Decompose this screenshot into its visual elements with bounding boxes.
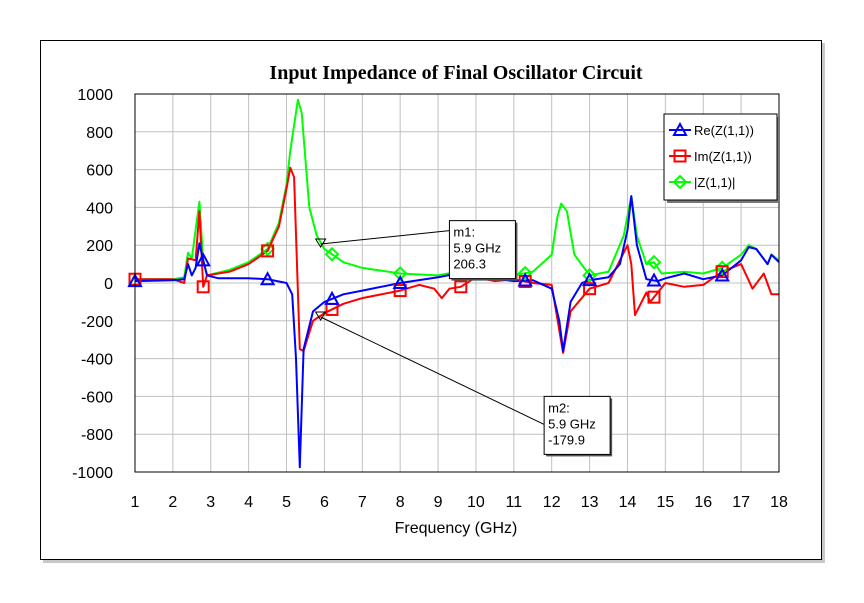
x-tick-label: 8 — [396, 494, 405, 511]
legend-marker — [672, 121, 688, 136]
marker-point — [314, 311, 327, 321]
legend-marker — [673, 149, 687, 163]
series-marker — [454, 280, 468, 294]
series-marker — [392, 266, 408, 281]
series-marker — [646, 254, 662, 270]
marker-text: m1: — [453, 225, 475, 240]
x-tick-label: 15 — [656, 494, 674, 511]
series-marker — [260, 241, 276, 257]
y-tick-label: -400 — [81, 352, 113, 369]
series-marker — [581, 272, 598, 287]
leader-line — [320, 316, 545, 425]
x-tick-label: 9 — [434, 494, 443, 511]
axis-tick-labels: 1 2 3 4 5 6 7 8 9 10 11 12 13 14 15 16 17 181000800600400… — [72, 87, 788, 511]
x-tick-label: 3 — [206, 494, 215, 511]
x-tick-label: 7 — [358, 494, 367, 511]
series-marker — [324, 246, 340, 262]
series-marker — [583, 282, 597, 296]
m2-annotation: m2:5.9 GHz-179.9 — [314, 311, 613, 457]
y-tick-label: -800 — [81, 427, 113, 444]
y-tick-label: 1000 — [77, 87, 113, 104]
x-tick-label: 12 — [543, 494, 561, 511]
legend-marker — [672, 174, 688, 190]
y-tick-label: 600 — [86, 163, 113, 180]
series-marker — [195, 252, 211, 267]
marker-box — [543, 395, 611, 455]
y-tick-label: -600 — [81, 389, 113, 406]
series-marker — [517, 265, 533, 281]
series-marker — [392, 274, 408, 289]
chart-title: Input Impedance of Final Oscillator Circ… — [269, 62, 643, 84]
series-marker — [715, 265, 729, 279]
y-tick-label: 800 — [86, 125, 113, 142]
x-tick-label: 14 — [619, 494, 637, 511]
series-marker — [647, 290, 661, 304]
leader-line — [320, 230, 450, 245]
series-marker — [714, 267, 730, 282]
marker-text: 206.3 — [453, 257, 486, 272]
series-marker — [261, 244, 275, 258]
x-tick-label: 1 — [131, 494, 140, 511]
marker-text: 5.9 GHz — [453, 241, 501, 256]
x-tick-label: 16 — [694, 494, 712, 511]
marker-text: 5.9 GHz — [548, 416, 596, 431]
legend-label: Re(Z(1,1)) — [694, 123, 754, 138]
y-tick-label: -200 — [81, 314, 113, 331]
x-tick-label: 2 — [168, 494, 177, 511]
series-marker — [393, 284, 407, 298]
legend-label: Im(Z(1,1)) — [694, 149, 752, 164]
x-tick-label: 17 — [732, 494, 750, 511]
marker-point — [314, 238, 327, 248]
plot-border — [134, 93, 780, 473]
legend-label: |Z(1,1)| — [694, 175, 735, 190]
x-tick-label: 5 — [282, 494, 291, 511]
marker-box — [448, 220, 516, 280]
marker-text: -179.9 — [548, 432, 585, 447]
series-marker — [582, 268, 598, 283]
y-tick-label: 0 — [104, 276, 113, 293]
y-tick-label: -1000 — [72, 465, 113, 482]
x-tick-label: 18 — [770, 494, 788, 511]
x-tick-label: 11 — [506, 494, 523, 511]
legend: Re(Z(1,1)) Im(Z(1,1)) |Z(1,1)| — [663, 113, 780, 203]
x-tick-label: 4 — [244, 494, 253, 511]
y-tick-label: 200 — [86, 238, 113, 255]
series-marker — [196, 280, 210, 294]
series-marker — [259, 271, 276, 286]
x-axis-label: Frequency (GHz) — [395, 520, 518, 537]
x-tick-label: 6 — [320, 494, 329, 511]
series-marker — [517, 272, 533, 287]
marker-text: m2: — [548, 400, 570, 415]
series-marker — [324, 290, 340, 305]
y-tick-label: 400 — [86, 200, 113, 217]
x-tick-label: 13 — [581, 494, 599, 511]
series-marker — [646, 272, 662, 287]
x-tick-label: 10 — [467, 494, 485, 511]
